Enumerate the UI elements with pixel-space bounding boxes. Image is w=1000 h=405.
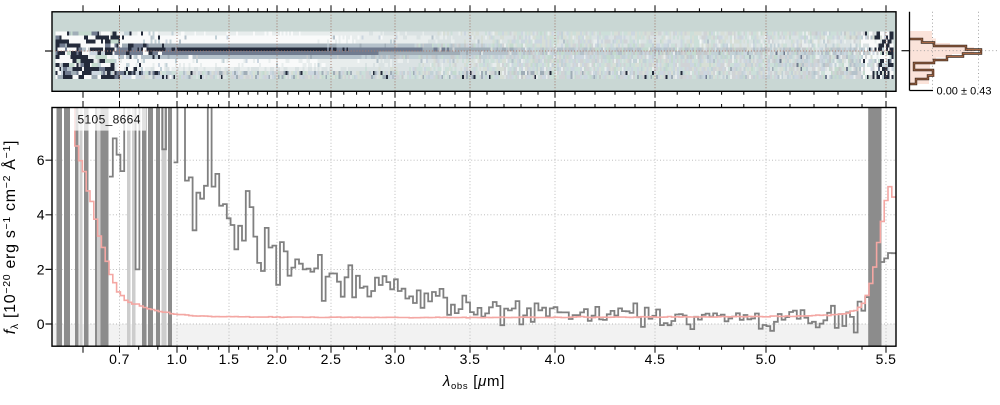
svg-text:1.5: 1.5 <box>219 351 240 367</box>
svg-text:4: 4 <box>37 207 45 223</box>
svg-text:5105_8664: 5105_8664 <box>78 113 141 127</box>
svg-text:2.5: 2.5 <box>321 351 342 367</box>
svg-text:4.5: 4.5 <box>645 351 666 367</box>
svg-text:fλ [10−20 erg s−1 cm−2 Å−1]: fλ [10−20 erg s−1 cm−2 Å−1] <box>0 140 21 334</box>
svg-text:0.00 ± 0.43: 0.00 ± 0.43 <box>937 86 992 98</box>
svg-text:3.0: 3.0 <box>385 351 406 367</box>
svg-text:6: 6 <box>37 152 45 168</box>
svg-text:5.0: 5.0 <box>756 351 777 367</box>
svg-text:0.7: 0.7 <box>109 351 130 367</box>
svg-text:1.0: 1.0 <box>167 351 188 367</box>
svg-text:0: 0 <box>37 316 45 332</box>
svg-text:4.0: 4.0 <box>545 351 566 367</box>
svg-text:λobs [μm]: λobs [μm] <box>442 373 505 392</box>
svg-text:2.0: 2.0 <box>267 351 288 367</box>
svg-text:2: 2 <box>37 261 45 277</box>
svg-text:3.5: 3.5 <box>460 351 481 367</box>
svg-text:5.5: 5.5 <box>876 351 897 367</box>
